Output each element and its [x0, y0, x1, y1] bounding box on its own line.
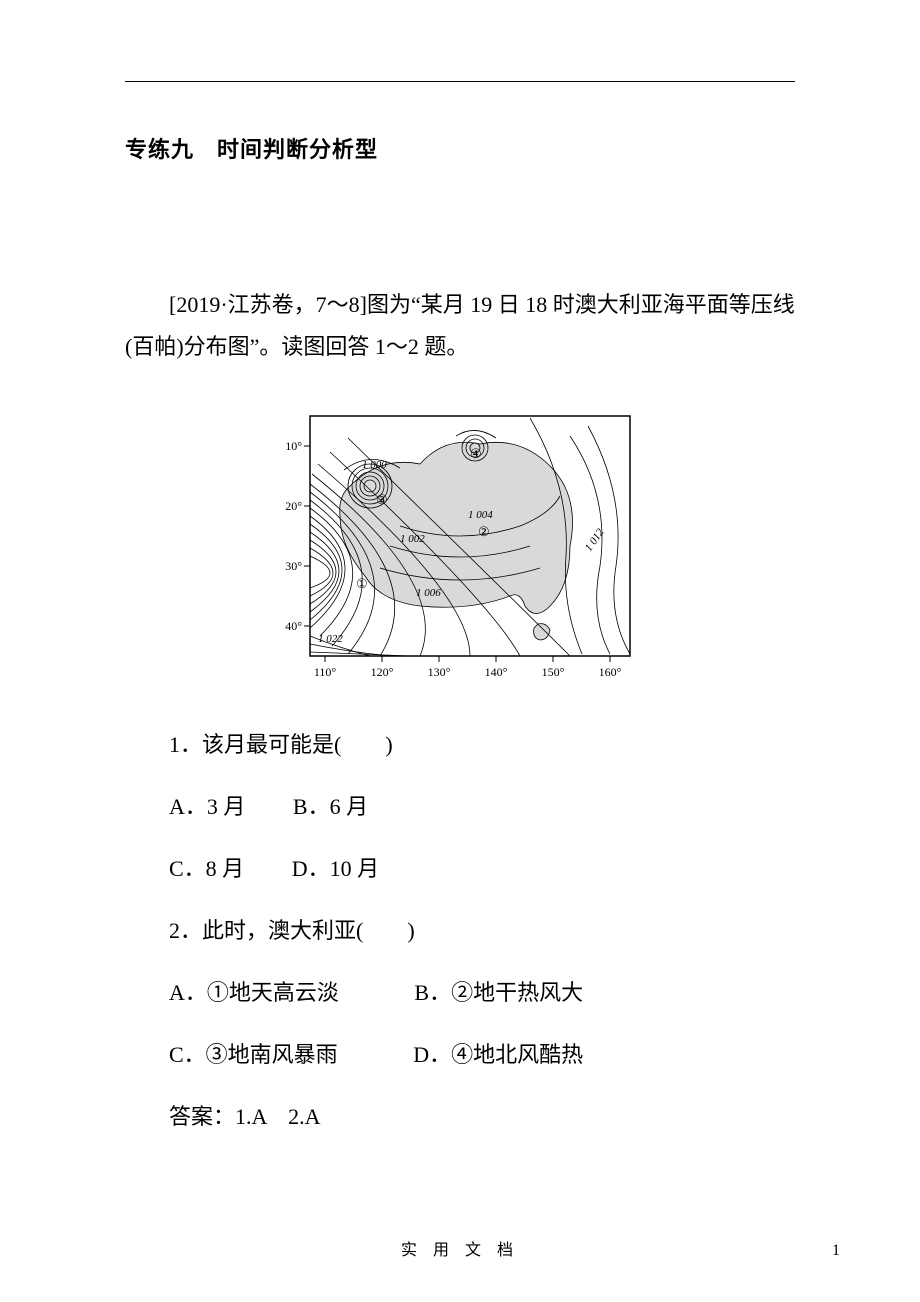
ytick-40: 40°	[285, 619, 302, 633]
ytick-10: 10°	[285, 439, 302, 453]
point-2: ②	[478, 524, 490, 539]
xtick-140: 140°	[485, 665, 508, 679]
presslabel-1004: 1 004	[468, 509, 493, 521]
q2-opt-c: C．③地南风暴雨	[169, 1042, 338, 1067]
footer-text: 实 用 文 档	[0, 1236, 920, 1260]
q1-opts-row1: A．3 月 B．6 月	[125, 789, 795, 821]
figure-container: 110° 120° 130° 140° 150° 160° 10° 20° 30…	[125, 396, 795, 691]
point-1: ①	[356, 576, 368, 591]
ytick-30: 30°	[285, 559, 302, 573]
xtick-120: 120°	[371, 665, 394, 679]
presslabel-1012: 1 012	[583, 526, 607, 554]
intro-paragraph: [2019·江苏卷，7～8]图为“某月 19 日 18 时澳大利亚海平面等压线(…	[125, 284, 795, 368]
ytick-20: 20°	[285, 499, 302, 513]
xtick-130: 130°	[428, 665, 451, 679]
q2-stem: 2．此时，澳大利亚( )	[125, 913, 795, 945]
xtick-160: 160°	[599, 665, 622, 679]
q1-opt-a: A．3 月	[169, 794, 245, 819]
answer-line: 答案：1.A 2.A	[125, 1099, 795, 1131]
page-number: 1	[832, 1242, 840, 1260]
q2-opts-row2: C．③地南风暴雨 D．④地北风酷热	[125, 1037, 795, 1069]
pressure-map: 110° 120° 130° 140° 150° 160° 10° 20° 30…	[270, 396, 650, 686]
presslabel-1006: 1 006	[416, 587, 441, 599]
q1-stem: 1．该月最可能是( )	[125, 727, 795, 759]
top-rule	[125, 80, 795, 82]
q1-opt-d: D．10 月	[292, 856, 379, 881]
presslabel-1000: 1 000	[362, 459, 387, 471]
presslabel-1002: 1 002	[400, 533, 425, 545]
q2-opts-row1: A．①地天高云淡 B．②地干热风大	[125, 975, 795, 1007]
point-4: ④	[470, 446, 482, 461]
q1-opts-row2: C．8 月 D．10 月	[125, 851, 795, 883]
xtick-150: 150°	[542, 665, 565, 679]
q1-opt-b: B．6 月	[293, 794, 368, 819]
q2-opt-b: B．②地干热风大	[414, 980, 583, 1005]
point-3: ③	[376, 492, 388, 507]
q2-opt-d: D．④地北风酷热	[413, 1042, 583, 1067]
q2-opt-a: A．①地天高云淡	[169, 980, 339, 1005]
xtick-110: 110°	[314, 665, 337, 679]
q1-opt-c: C．8 月	[169, 856, 244, 881]
section-title: 专练九 时间判断分析型	[125, 132, 795, 164]
presslabel-1022: 1 022	[318, 633, 343, 645]
